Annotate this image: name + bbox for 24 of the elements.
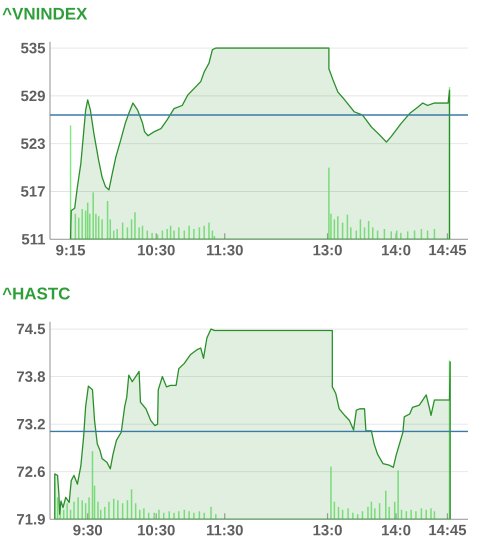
y-tick-label: 71.9 [17,514,45,525]
x-tick-label: 13:0 [314,244,342,256]
x-tick-label: 14:0 [382,244,410,256]
y-tick-label: 517 [21,186,45,197]
y-tick-label: 535 [21,42,46,54]
x-tick-label: 11:30 [206,524,243,536]
y-tick-label: 511 [22,234,46,245]
y-tick-label: 73.2 [17,418,45,430]
chart-title: ^VNINDEX [2,8,88,20]
y-tick-label: 523 [21,138,45,149]
chart-title: ^HASTC [2,288,70,300]
y-tick-label: 74.5 [17,324,46,334]
y-tick-label: 529 [21,90,45,102]
x-tick-label: 10:30 [138,524,175,536]
x-tick-label: 14:0 [382,524,410,536]
x-tick-label: 11:30 [206,244,243,256]
x-tick-label: 9:15 [56,244,86,256]
x-tick-label: 13:0 [314,524,342,536]
x-tick-label: 10:30 [138,244,175,256]
x-tick-label: 14:45 [429,524,466,536]
y-tick-label: 73.8 [17,371,46,382]
y-tick-label: 72.6 [17,466,45,478]
x-tick-label: 9:30 [73,524,102,536]
x-tick-label: 14:45 [429,244,466,256]
